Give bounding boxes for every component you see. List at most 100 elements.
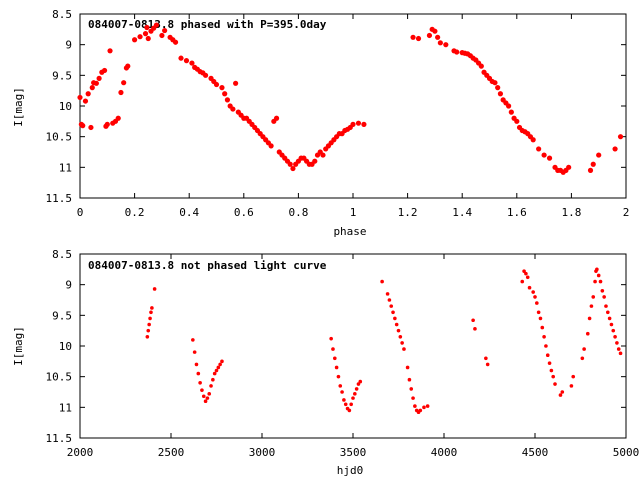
data-point [355, 120, 362, 126]
data-point [609, 322, 614, 327]
data-point [405, 365, 410, 370]
data-point [587, 167, 594, 173]
data-point [617, 134, 624, 140]
data-point [333, 356, 337, 361]
data-point [536, 310, 541, 315]
data-point [212, 371, 217, 376]
data-point [145, 35, 151, 42]
data-point [200, 388, 204, 392]
data-point [137, 34, 143, 40]
data-point [545, 353, 550, 358]
data-point [435, 34, 441, 40]
data-point [524, 271, 528, 276]
data-point [495, 85, 501, 91]
y-tick-label: 8.5 [52, 248, 72, 261]
data-point [611, 328, 616, 333]
data-point [216, 365, 221, 370]
data-point [587, 316, 592, 321]
data-point [418, 408, 423, 413]
x-axis-label: phase [333, 225, 366, 238]
data-point [582, 347, 586, 351]
data-point [616, 347, 621, 351]
data-point [407, 377, 412, 382]
data-point [542, 335, 546, 339]
y-tick-label: 10 [59, 340, 72, 353]
chart-title: 084007-0813.8 phased with P=395.0day [88, 18, 327, 31]
data-point [329, 336, 333, 341]
x-axis-label: hjd0 [337, 464, 364, 477]
data-point [402, 347, 406, 351]
data-point [569, 384, 574, 388]
data-point [593, 279, 597, 284]
data-point [538, 316, 543, 321]
data-point [604, 304, 608, 308]
data-point [422, 405, 426, 410]
data-point [530, 137, 536, 143]
data-point [351, 396, 355, 400]
data-point [338, 384, 343, 388]
data-point [591, 295, 596, 299]
data-point [506, 103, 512, 109]
data-point [144, 24, 150, 31]
data-point [205, 396, 210, 400]
x-tick-label: 1.4 [452, 206, 472, 219]
data-point [149, 310, 153, 315]
data-point [547, 361, 552, 365]
x-tick-label: 4500 [522, 446, 549, 459]
data-point [356, 382, 361, 386]
data-point [104, 121, 110, 127]
data-point [398, 335, 403, 339]
data-point [89, 85, 95, 91]
x-tick-label: 0.8 [288, 206, 308, 219]
data-point [413, 404, 417, 408]
data-point [202, 72, 209, 78]
data-point [410, 34, 416, 40]
data-point [153, 22, 160, 28]
data-point [82, 98, 89, 104]
data-point [191, 338, 195, 342]
data-point [540, 325, 545, 330]
y-tick-label: 11.5 [46, 192, 73, 205]
data-point [148, 316, 152, 321]
data-point [541, 152, 547, 158]
data-point [598, 279, 603, 284]
x-tick-label: 0.4 [179, 206, 199, 219]
data-points [77, 22, 624, 175]
data-point [590, 161, 596, 167]
data-point [385, 292, 390, 296]
data-point [394, 322, 399, 327]
y-axis-label: I[mag] [12, 326, 25, 366]
x-ticks: 0 0.2 0.4 0.6 0.8 1 1.2 1.4 1.6 1.8 2 [77, 14, 629, 219]
y-ticks: 8.5 9 9.5 10 10.5 11 11.5 [46, 8, 626, 205]
y-tick-label: 10.5 [46, 371, 73, 384]
data-point [146, 328, 151, 333]
data-point [354, 387, 359, 391]
data-point [178, 55, 184, 61]
data-point [125, 63, 131, 69]
y-ticks: 8.5 9 9.5 10 10.5 11 11.5 [46, 248, 626, 445]
y-tick-label: 9 [65, 279, 72, 292]
data-point [612, 146, 618, 152]
data-point [222, 91, 228, 97]
data-point [201, 394, 206, 399]
data-point [88, 124, 94, 131]
data-point [409, 387, 414, 391]
data-point [334, 365, 339, 370]
data-point [331, 347, 335, 351]
data-point [473, 327, 477, 331]
data-point [566, 164, 572, 170]
data-point [525, 275, 530, 280]
data-point [551, 374, 555, 379]
data-point [224, 97, 231, 103]
data-point [80, 123, 86, 129]
data-point [342, 398, 346, 402]
data-point [183, 58, 190, 64]
y-tick-label: 11 [59, 401, 72, 414]
data-point [196, 371, 201, 376]
data-point [606, 310, 610, 315]
data-point [268, 143, 274, 149]
data-point [391, 310, 395, 315]
data-point [380, 279, 384, 284]
data-point [233, 80, 239, 86]
